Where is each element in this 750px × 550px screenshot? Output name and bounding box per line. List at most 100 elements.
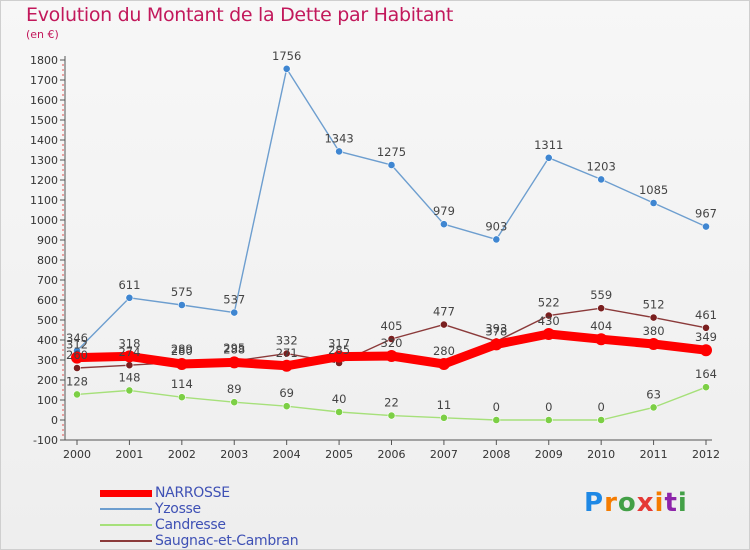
point-narrosse: [123, 350, 136, 363]
y-tick-label: 1500: [30, 114, 58, 127]
point-narrosse: [437, 358, 450, 370]
data-label-narrosse: 349: [695, 330, 717, 344]
point-candresse: [440, 413, 448, 422]
data-label-saugnac-et-cambran: 285: [328, 343, 350, 357]
series-line-yzosse: [76, 68, 707, 352]
y-tick-label: 400: [37, 334, 58, 347]
point-narrosse: [280, 359, 293, 372]
logo-letter: x: [636, 488, 655, 518]
legend-swatch-narrosse: [100, 490, 152, 497]
point-yzosse: [335, 147, 343, 156]
y-tick-label: 1700: [30, 74, 58, 87]
y-tick-label: -100: [33, 434, 58, 447]
point-saugnac-et-cambran: [702, 323, 710, 332]
data-label-yzosse: 537: [223, 293, 245, 307]
data-label-saugnac-et-cambran: 512: [643, 298, 665, 312]
point-candresse: [73, 390, 81, 399]
data-label-candresse: 0: [493, 400, 500, 414]
y-tick-label: 0: [51, 414, 58, 427]
data-label-yzosse: 575: [171, 285, 193, 299]
point-yzosse: [544, 153, 553, 162]
y-tick-label: 800: [37, 254, 58, 267]
data-label-yzosse: 967: [695, 207, 717, 221]
data-label-saugnac-et-cambran: 289: [171, 342, 193, 356]
y-tick-label: 1400: [30, 134, 58, 147]
proxiti-logo: Proxiti: [584, 488, 688, 518]
x-tick-label: 2009: [535, 448, 563, 461]
y-tick-label: 500: [37, 314, 58, 327]
logo-letter: o: [617, 488, 637, 518]
data-label-yzosse: 1756: [272, 49, 301, 63]
x-tick-label: 2006: [378, 448, 406, 461]
point-saugnac-et-cambran: [387, 335, 396, 343]
point-yzosse: [282, 64, 291, 73]
x-tick-label: 2002: [168, 448, 196, 461]
x-tick-label: 2011: [640, 448, 668, 461]
data-label-candresse: 22: [384, 396, 399, 410]
data-label-yzosse: 979: [433, 204, 455, 218]
data-label-narrosse: 312: [66, 338, 88, 352]
legend-label-candresse: Candresse: [155, 517, 226, 533]
data-label-yzosse: 903: [485, 219, 507, 233]
data-label-narrosse: 320: [381, 336, 403, 350]
y-tick-label: 300: [37, 354, 58, 367]
data-label-saugnac-et-cambran: 332: [276, 334, 298, 348]
point-saugnac-et-cambran: [649, 313, 658, 322]
legend-label-yzosse: Yzosse: [155, 501, 201, 517]
series-layer: [71, 64, 712, 424]
x-tick-label: 2012: [692, 448, 720, 461]
legend-swatch-yzosse: [100, 508, 152, 510]
legend: NARROSSE Yzosse Candresse Saugnac-et-Cambra…: [100, 485, 360, 549]
y-tick-label: 1300: [30, 154, 58, 167]
data-label-candresse: 164: [695, 367, 717, 381]
point-saugnac-et-cambran: [544, 311, 553, 320]
data-label-saugnac-et-cambran: 405: [381, 319, 403, 333]
logo-letter: t: [664, 488, 678, 518]
x-tick-label: 2008: [482, 448, 510, 461]
legend-label-narrosse: NARROSSE: [155, 485, 230, 501]
x-tick-label: 2007: [430, 448, 458, 461]
legend-swatch-saugnac-et-cambran: [100, 540, 152, 542]
point-candresse: [649, 403, 658, 412]
point-candresse: [597, 416, 606, 424]
point-saugnac-et-cambran: [597, 304, 606, 313]
point-saugnac-et-cambran: [282, 349, 291, 358]
point-candresse: [335, 408, 343, 416]
y-tick-label: 1000: [30, 214, 58, 227]
data-label-narrosse: 430: [538, 314, 560, 328]
axes: -100010020030040050060070080090010001100…: [30, 54, 720, 461]
data-label-narrosse: 288: [223, 342, 245, 356]
point-yzosse: [702, 222, 710, 231]
data-label-saugnac-et-cambran: 295: [223, 341, 245, 355]
point-narrosse: [595, 333, 608, 346]
data-label-narrosse: 378: [485, 324, 507, 338]
y-tick-label: 1800: [30, 54, 58, 67]
x-tick-label: 2003: [220, 448, 248, 461]
chart-subtitle: (en €): [26, 28, 59, 41]
point-narrosse: [333, 350, 346, 363]
x-tick-label: 2010: [587, 448, 615, 461]
x-tick-label: 2005: [325, 448, 353, 461]
data-label-saugnac-et-cambran: 522: [538, 296, 560, 310]
data-label-narrosse: 280: [433, 344, 455, 358]
logo-letter: r: [604, 488, 618, 518]
y-tick-label: 1600: [30, 94, 58, 107]
y-tick-label: 200: [37, 374, 58, 387]
logo-letter: i: [654, 488, 665, 518]
chart-title: Evolution du Montant de la Dette par Hab…: [26, 4, 454, 26]
data-label-yzosse: 1085: [639, 183, 668, 197]
point-saugnac-et-cambran: [73, 364, 81, 372]
legend-swatch-candresse: [100, 524, 152, 526]
logo-letter: P: [584, 488, 605, 518]
data-label-saugnac-et-cambran: 477: [433, 305, 455, 319]
x-tick-label: 2000: [63, 448, 91, 461]
data-label-narrosse: 280: [171, 344, 193, 358]
data-label-narrosse: 318: [118, 336, 140, 350]
point-saugnac-et-cambran: [440, 320, 448, 329]
point-narrosse: [490, 338, 503, 351]
data-label-saugnac-et-cambran: 274: [118, 345, 140, 359]
data-label-candresse: 0: [545, 400, 552, 414]
data-label-candresse: 11: [437, 398, 452, 412]
point-narrosse: [228, 356, 241, 369]
point-yzosse: [387, 161, 396, 169]
